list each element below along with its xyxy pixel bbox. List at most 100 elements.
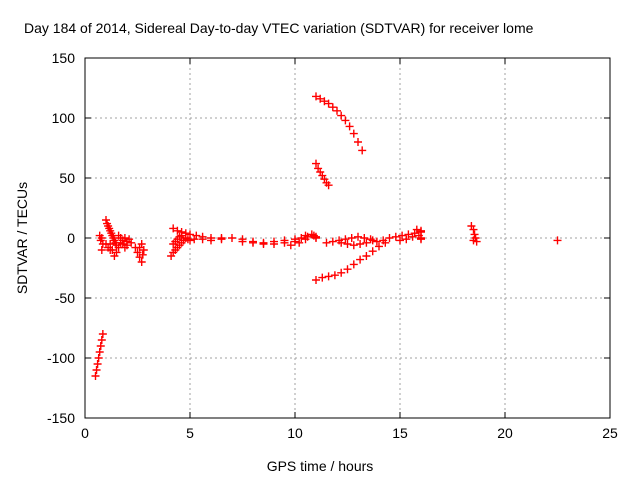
data-point (349, 129, 358, 138)
data-point (354, 138, 362, 146)
axis-ticks: 0 5 10 15 20 25 -150 -100 -50 0 50 100 150 (47, 50, 618, 441)
data-point (318, 273, 327, 282)
data-point (217, 235, 226, 244)
y-tick-label: 50 (59, 170, 75, 186)
data-point (356, 255, 365, 264)
data-point (337, 111, 346, 120)
data-point (324, 272, 333, 281)
data-point (259, 240, 268, 248)
data-point (186, 230, 194, 239)
data-point (349, 260, 358, 269)
data-point (280, 238, 289, 247)
data-point (238, 237, 247, 246)
data-point (312, 276, 320, 284)
data-point (404, 230, 413, 239)
x-tick-label: 20 (497, 425, 513, 441)
data-point (116, 234, 125, 242)
data-points (91, 92, 562, 380)
data-point (345, 122, 354, 131)
data-point (96, 342, 105, 350)
x-tick-label: 15 (392, 425, 408, 441)
data-point (137, 258, 146, 266)
data-point (291, 237, 299, 246)
x-tick-label: 0 (81, 425, 89, 441)
data-point (412, 225, 421, 234)
data-point (102, 216, 110, 224)
data-point (330, 271, 339, 280)
data-point (198, 235, 207, 244)
data-point (138, 250, 147, 259)
data-point (417, 226, 425, 235)
data-point (349, 241, 358, 250)
data-point (93, 360, 102, 368)
data-point (123, 241, 131, 250)
data-point (95, 348, 104, 356)
grid-lines (85, 58, 610, 418)
data-point (341, 116, 350, 125)
data-point (286, 241, 295, 250)
data-point (362, 238, 371, 247)
data-point (312, 159, 320, 168)
data-point (270, 240, 278, 248)
data-point (322, 238, 331, 247)
data-point (127, 238, 136, 247)
data-point (94, 354, 103, 362)
data-point (295, 238, 304, 247)
data-point (396, 236, 404, 245)
data-point (97, 336, 106, 344)
data-point (408, 232, 417, 241)
data-point (343, 240, 352, 248)
chart-title: Day 184 of 2014, Sidereal Day-to-day VTE… (24, 20, 534, 36)
data-point (137, 240, 146, 248)
data-point (385, 234, 394, 242)
data-point (301, 231, 310, 240)
data-point (177, 228, 186, 236)
data-point (379, 236, 388, 245)
data-point (356, 240, 365, 248)
data-point (139, 246, 148, 254)
data-point (333, 106, 341, 115)
data-point (324, 99, 333, 108)
data-point (368, 236, 377, 245)
y-axis-label: SDTVAR / TECUs (14, 181, 30, 295)
data-point (92, 366, 101, 374)
data-point (110, 252, 119, 260)
data-point (469, 236, 478, 245)
data-point (469, 225, 478, 234)
data-point (337, 238, 346, 247)
data-point (398, 231, 407, 240)
data-point (343, 265, 352, 274)
data-point (324, 181, 333, 190)
data-point (97, 234, 106, 242)
data-point (360, 234, 369, 242)
data-point (307, 230, 316, 239)
x-tick-label: 5 (186, 425, 194, 441)
data-point (337, 268, 346, 277)
data-point (362, 252, 371, 260)
data-point (372, 237, 381, 246)
data-point (97, 246, 106, 254)
data-point (112, 248, 121, 257)
data-point (133, 248, 142, 257)
x-tick-label: 10 (287, 425, 303, 441)
data-point (169, 224, 178, 233)
data-point (312, 92, 320, 101)
y-tick-label: 0 (67, 230, 75, 246)
data-point (375, 242, 383, 251)
y-tick-label: -50 (55, 290, 75, 306)
data-point (402, 235, 411, 244)
data-point (328, 237, 337, 246)
data-point (181, 229, 190, 238)
data-point (328, 103, 337, 112)
data-point (368, 247, 377, 256)
x-axis-label: GPS time / hours (266, 458, 374, 474)
data-point (312, 232, 320, 241)
data-point (320, 97, 329, 106)
data-point (249, 238, 257, 247)
y-tick-label: -150 (47, 410, 75, 426)
data-point (354, 232, 362, 241)
data-point (173, 226, 182, 235)
data-point (98, 330, 107, 338)
data-point (347, 234, 356, 242)
